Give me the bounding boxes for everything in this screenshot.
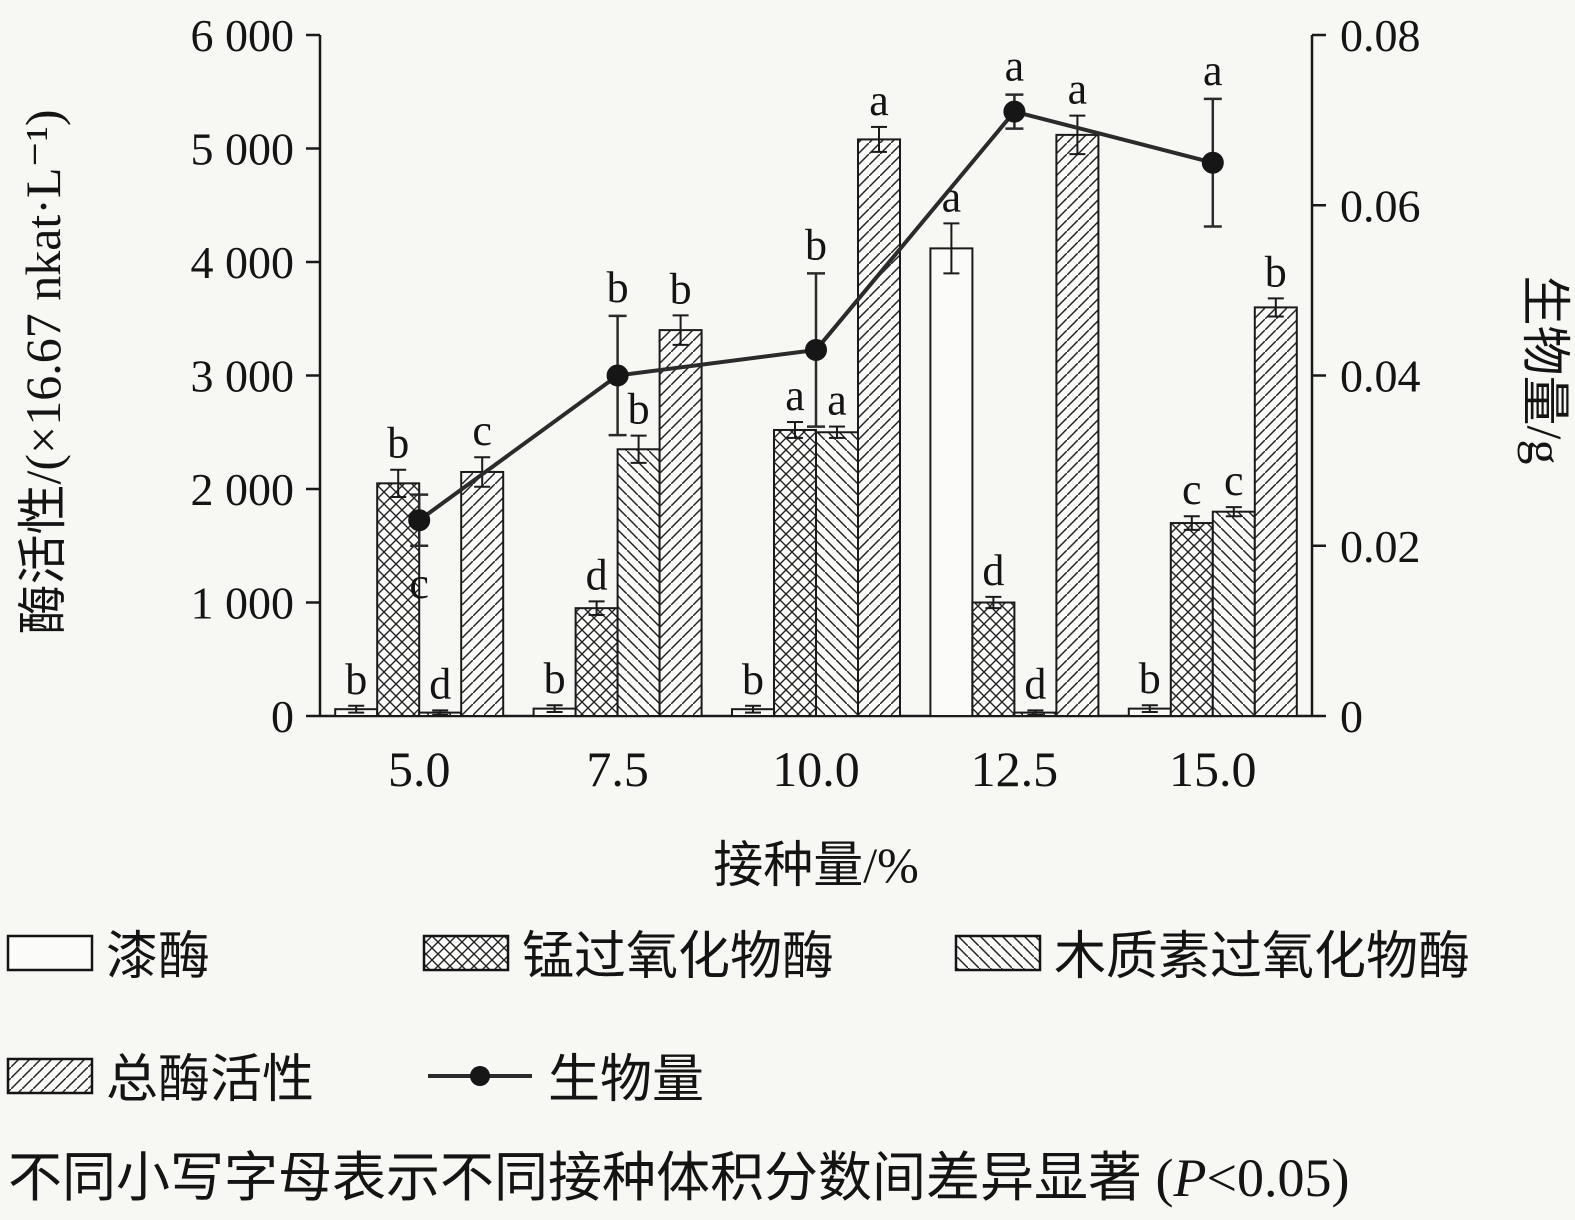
sig-letter: b: [387, 419, 409, 468]
legend-biomass-marker-icon: [470, 1066, 490, 1086]
legend-swatch-lignin-peroxidase: [954, 934, 1042, 972]
bar-slash: [857, 138, 901, 718]
biomass-marker-icon: [805, 338, 827, 361]
legend-label-mn-peroxidase: 锰过氧化物酶: [522, 929, 834, 986]
right-axis-tick-label: 0.06: [1340, 180, 1421, 231]
right-axis-title: 生物量/g: [1517, 276, 1573, 465]
sig-letter: d: [1024, 659, 1046, 708]
sig-letter: b: [1139, 654, 1161, 703]
sig-letter: a: [827, 376, 847, 425]
bar-slash: [658, 329, 703, 717]
footnote: 不同小写字母表示不同接种体积分数间差异显著 (P<0.05): [8, 1148, 1349, 1208]
sig-letter: a: [1005, 42, 1025, 91]
legend-swatch-total-activity: [6, 1057, 94, 1095]
legend: 漆酶 锰过氧化物酶 木质素过氧化物酶 总酶活性 生物量: [6, 929, 1470, 1109]
x-tick-label: 15.0: [1169, 741, 1257, 797]
sig-letter: b: [742, 655, 764, 704]
bar-crosshatch: [574, 607, 619, 717]
bar-backslash: [1211, 510, 1256, 718]
legend-label-lignin-peroxidase: 木质素过氧化物酶: [1054, 929, 1470, 986]
sig-letter: a: [785, 371, 805, 420]
legend-label-biomass: 生物量: [548, 1052, 704, 1109]
plot-area: 0 1 000 2 000 3 000 4 000 5 000 6 000 0 0.02 0.04…: [191, 10, 1421, 797]
sig-letter: b: [607, 263, 629, 312]
sig-letter: b: [544, 654, 566, 703]
sig-letter: b: [670, 264, 692, 313]
biomass-marker-icon: [1201, 151, 1224, 174]
bar-crosshatch: [1169, 522, 1214, 717]
x-tick-label: 12.5: [971, 741, 1059, 797]
sig-letter: d: [982, 546, 1004, 595]
bar-slash: [460, 470, 505, 717]
bar-slash: [1055, 133, 1100, 717]
sig-letter: d: [429, 659, 451, 708]
left-axis-tick-label: 0: [271, 691, 294, 742]
left-axis-tick-label: 4 000: [191, 237, 295, 288]
bar-backslash: [815, 431, 859, 717]
legend-swatch-laccase: [6, 934, 94, 972]
sig-letter: a: [1203, 46, 1223, 95]
bar-plain: [929, 247, 974, 717]
bar-crosshatch: [773, 428, 817, 717]
sig-letter: a: [1068, 65, 1088, 114]
legend-label-total-activity: 总酶活性: [106, 1052, 314, 1109]
legend-swatch-mn-peroxidase: [422, 934, 510, 972]
biomass-marker-icon: [606, 364, 629, 387]
biomass-marker-icon: [1003, 100, 1026, 123]
footnote-text-after: <0.05): [1206, 1148, 1349, 1208]
sig-letter: a: [942, 172, 962, 221]
sig-letter: d: [586, 550, 608, 599]
biomass-marker-icon: [408, 509, 431, 532]
sig-letter: b: [628, 385, 650, 434]
footnote-p-symbol: P: [1172, 1148, 1206, 1208]
left-axis-tick-label: 2 000: [191, 464, 295, 515]
x-tick-label: 10.0: [772, 741, 860, 797]
sig-letter: c: [409, 559, 429, 608]
bar-crosshatch: [971, 601, 1016, 717]
legend-label-laccase: 漆酶: [106, 929, 210, 986]
sig-letter: b: [345, 655, 367, 704]
left-axis-tick-label: 3 000: [191, 351, 295, 402]
left-axis-tick-label: 5 000: [191, 124, 295, 175]
right-axis-tick-label: 0: [1340, 691, 1363, 742]
bar-backslash: [616, 448, 661, 717]
footnote-text-before: 不同小写字母表示不同接种体积分数间差异显著 (: [8, 1148, 1173, 1208]
left-axis-tick-label: 1 000: [191, 578, 295, 629]
right-axis-tick-label: 0.04: [1340, 351, 1421, 402]
sig-letter: c: [1224, 456, 1244, 505]
x-tick-label: 5.0: [388, 741, 451, 797]
sig-letter: b: [805, 220, 827, 269]
x-axis-title: 接种量/%: [713, 837, 919, 893]
right-axis-tick-label: 0.08: [1340, 10, 1421, 61]
x-tick-label: 7.5: [586, 741, 649, 797]
sig-letter: b: [1265, 247, 1287, 296]
sig-letter: a: [869, 76, 889, 125]
left-axis-title: 酶活性/(×16.67 nkat·L⁻¹): [15, 109, 71, 634]
bar-slash: [1253, 306, 1298, 717]
right-axis-tick-label: 0.02: [1340, 521, 1421, 572]
sig-letter: c: [1182, 465, 1202, 514]
left-axis-tick-label: 6 000: [191, 10, 295, 61]
sig-letter: c: [472, 406, 492, 455]
